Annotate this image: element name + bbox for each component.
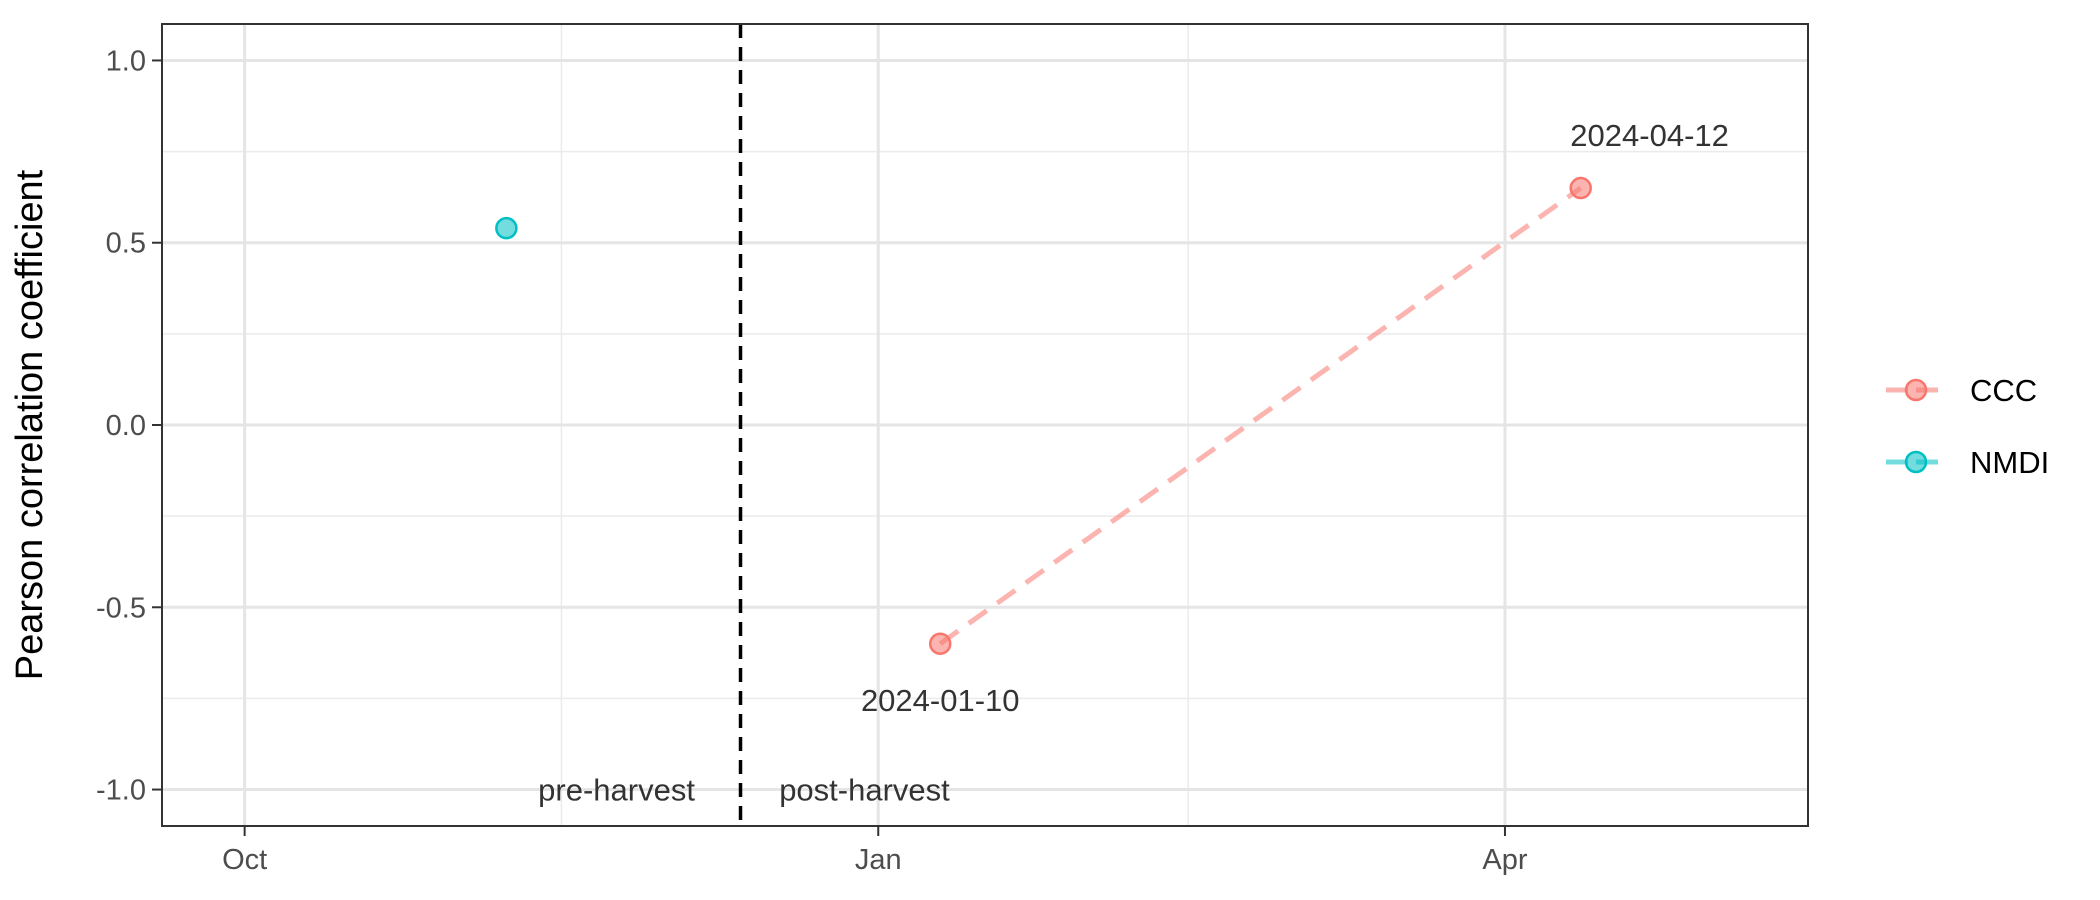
y-axis-title: Pearson correlation coefficient <box>9 169 51 680</box>
y-tick-label: -1.0 <box>96 775 146 807</box>
legend: CCC NMDI <box>1886 373 2049 480</box>
legend-item-nmdi: NMDI <box>1886 445 2049 480</box>
legend-label-ccc: CCC <box>1970 373 2037 408</box>
data-point-ccc <box>1569 176 1592 200</box>
annotation-label: pre-harvest <box>538 773 695 808</box>
series-line-ccc <box>938 186 1583 646</box>
annotation-label: 2024-04-12 <box>1570 118 1729 153</box>
axis-ticks <box>152 59 1506 836</box>
y-tick-label: -0.5 <box>96 592 146 624</box>
minor-grid <box>162 24 1808 826</box>
data-point-ccc <box>928 632 952 655</box>
x-tick-label: Jan <box>855 844 902 876</box>
axis-tick-labels: Oct Jan Apr 1.0 0.5 0.0 -0.5 -1.0 <box>96 45 1528 876</box>
legend-key-point-ccc <box>1904 378 1928 402</box>
legend-key-point-nmdi <box>1904 450 1928 474</box>
legend-label-nmdi: NMDI <box>1970 445 2049 480</box>
annotation-label: post-harvest <box>779 773 950 808</box>
data-point-nmdi <box>495 216 518 240</box>
y-tick-label: 0.0 <box>106 410 146 442</box>
annotation-label: 2024-01-10 <box>861 683 1020 718</box>
x-tick-label: Oct <box>222 844 267 876</box>
y-tick-label: 0.5 <box>106 228 146 260</box>
annotations-layer: 2024-01-10 2024-04-12 pre-harvest post-harv… <box>538 118 1729 807</box>
series-layer <box>495 176 1592 655</box>
x-tick-label: Apr <box>1482 844 1527 876</box>
y-tick-label: 1.0 <box>106 45 146 77</box>
legend-item-ccc: CCC <box>1886 373 2037 408</box>
major-grid <box>162 24 1808 826</box>
